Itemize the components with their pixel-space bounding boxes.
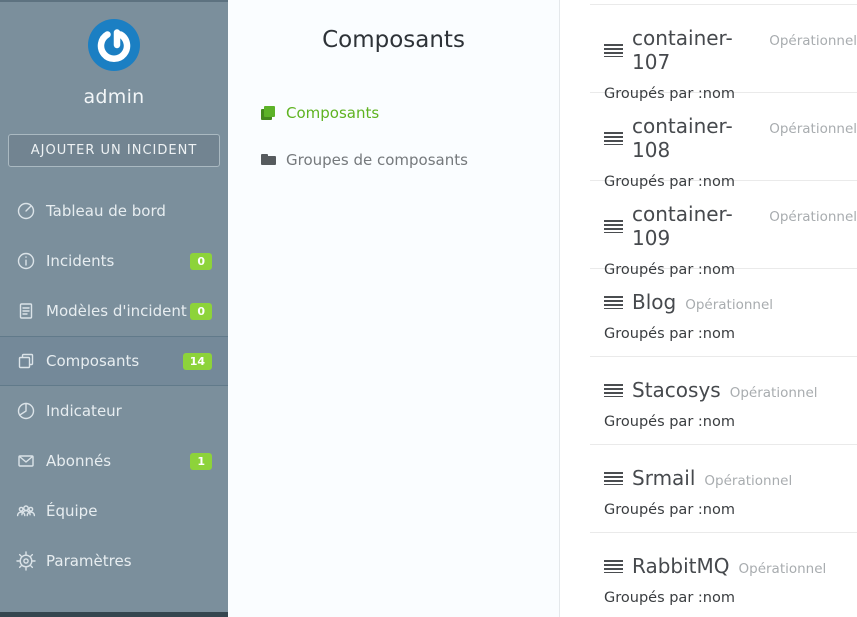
component-name: container-107 bbox=[632, 26, 733, 74]
count-badge: 0 bbox=[190, 252, 212, 270]
component-status: Opérationnel bbox=[685, 297, 774, 313]
page-title: Composants bbox=[322, 27, 465, 53]
count-badge: 1 bbox=[190, 452, 212, 470]
component-status: Opérationnel bbox=[769, 209, 857, 225]
component-status: Opérationnel bbox=[769, 33, 857, 49]
drag-handle-icon[interactable] bbox=[604, 559, 623, 573]
component-status: Opérationnel bbox=[704, 473, 793, 489]
sidebar-footer-strip bbox=[0, 612, 228, 617]
nav-link-groupes-de-composants[interactable]: Groupes de composants bbox=[228, 136, 559, 183]
component-row[interactable]: Stacosys Opérationnel Groupés par :nom bbox=[590, 356, 857, 444]
count-badge: 0 bbox=[190, 302, 212, 320]
sidebar-item-equipe[interactable]: Équipe bbox=[0, 486, 228, 536]
copy-icon bbox=[16, 351, 36, 371]
drag-handle-icon[interactable] bbox=[604, 295, 623, 309]
component-name: RabbitMQ bbox=[632, 554, 730, 578]
component-name: Srmail bbox=[632, 466, 696, 490]
sidebar-item-parametres[interactable]: Paramètres bbox=[0, 536, 228, 586]
component-status: Opérationnel bbox=[729, 385, 818, 401]
component-row[interactable]: Blog Opérationnel Groupés par :nom bbox=[590, 268, 857, 356]
sidebar-item-label: Incidents bbox=[46, 252, 115, 270]
sidebar-item-abonnes[interactable]: Abonnés 1 bbox=[0, 436, 228, 486]
envelope-icon bbox=[16, 451, 36, 471]
sidebar-item-label: Équipe bbox=[46, 502, 98, 520]
sidebar-item-incidents[interactable]: Incidents 0 bbox=[0, 236, 228, 286]
sidebar-item-composants[interactable]: Composants 14 bbox=[0, 336, 228, 386]
nav-link-label: Composants bbox=[286, 103, 380, 122]
component-name: Stacosys bbox=[632, 378, 721, 402]
nav-links: Composants Groupes de composants bbox=[228, 89, 559, 183]
pie-chart-icon bbox=[16, 401, 36, 421]
sidebar-item-label: Tableau de bord bbox=[46, 202, 166, 220]
component-group-note: Groupés par :nom bbox=[604, 86, 735, 102]
drag-handle-icon[interactable] bbox=[604, 43, 623, 57]
components-nav-panel: Composants Composants Groupes de composa… bbox=[228, 0, 560, 617]
sidebar-item-label: Composants bbox=[46, 352, 140, 370]
sidebar-item-label: Abonnés bbox=[46, 452, 112, 470]
drag-handle-icon[interactable] bbox=[604, 383, 623, 397]
gauge-icon bbox=[16, 201, 36, 221]
component-group-note: Groupés par :nom bbox=[604, 262, 735, 278]
sidebar-item-label: Indicateur bbox=[46, 402, 122, 420]
sidebar-item-indicateur[interactable]: Indicateur bbox=[0, 386, 228, 436]
people-icon bbox=[16, 501, 36, 521]
component-row[interactable]: RabbitMQ Opérationnel Groupés par :nom bbox=[590, 532, 857, 617]
drag-handle-icon[interactable] bbox=[604, 471, 623, 485]
component-group-note: Groupés par :nom bbox=[604, 414, 735, 430]
gear-icon bbox=[16, 551, 36, 571]
username: admin bbox=[83, 86, 145, 108]
app-logo bbox=[0, 2, 228, 76]
folder-icon bbox=[261, 153, 276, 167]
info-icon bbox=[16, 251, 36, 271]
nav-link-label: Groupes de composants bbox=[286, 150, 468, 169]
cachet-power-icon bbox=[88, 19, 140, 71]
book-icon bbox=[261, 105, 276, 120]
count-badge: 14 bbox=[182, 352, 212, 370]
sidebar-menu: Tableau de bord Incidents 0 Modèles d'in… bbox=[0, 186, 228, 586]
sidebar-item-label: Paramètres bbox=[46, 552, 132, 570]
drag-handle-icon[interactable] bbox=[604, 219, 623, 233]
component-group-note: Groupés par :nom bbox=[604, 502, 735, 518]
sidebar: admin AJOUTER UN INCIDENT Tableau de bor… bbox=[0, 0, 228, 617]
component-status: Opérationnel bbox=[738, 561, 827, 577]
component-row[interactable]: container-109 Opérationnel Groupés par :… bbox=[590, 180, 857, 278]
components-list-panel: container-107 Opérationnel Groupés par :… bbox=[561, 0, 857, 617]
drag-handle-icon[interactable] bbox=[604, 131, 623, 145]
component-name: container-108 bbox=[632, 114, 733, 162]
sidebar-item-tableau-de-bord[interactable]: Tableau de bord bbox=[0, 186, 228, 236]
component-group-note: Groupés par :nom bbox=[604, 174, 735, 190]
document-icon bbox=[16, 301, 36, 321]
component-group-note: Groupés par :nom bbox=[604, 326, 735, 342]
component-status: Opérationnel bbox=[769, 121, 857, 137]
component-row[interactable]: container-108 Opérationnel Groupés par :… bbox=[590, 92, 857, 190]
component-name: container-109 bbox=[632, 202, 733, 250]
component-row[interactable]: Srmail Opérationnel Groupés par :nom bbox=[590, 444, 857, 532]
sidebar-item-label: Modèles d'incident bbox=[46, 302, 187, 320]
component-row[interactable]: container-107 Opérationnel Groupés par :… bbox=[590, 4, 857, 102]
component-group-note: Groupés par :nom bbox=[604, 590, 735, 606]
nav-link-composants[interactable]: Composants bbox=[228, 89, 559, 136]
sidebar-item-modeles-incident[interactable]: Modèles d'incident 0 bbox=[0, 286, 228, 336]
component-name: Blog bbox=[632, 290, 677, 314]
component-list: container-107 Opérationnel Groupés par :… bbox=[561, 4, 857, 617]
add-incident-button[interactable]: AJOUTER UN INCIDENT bbox=[8, 134, 220, 167]
